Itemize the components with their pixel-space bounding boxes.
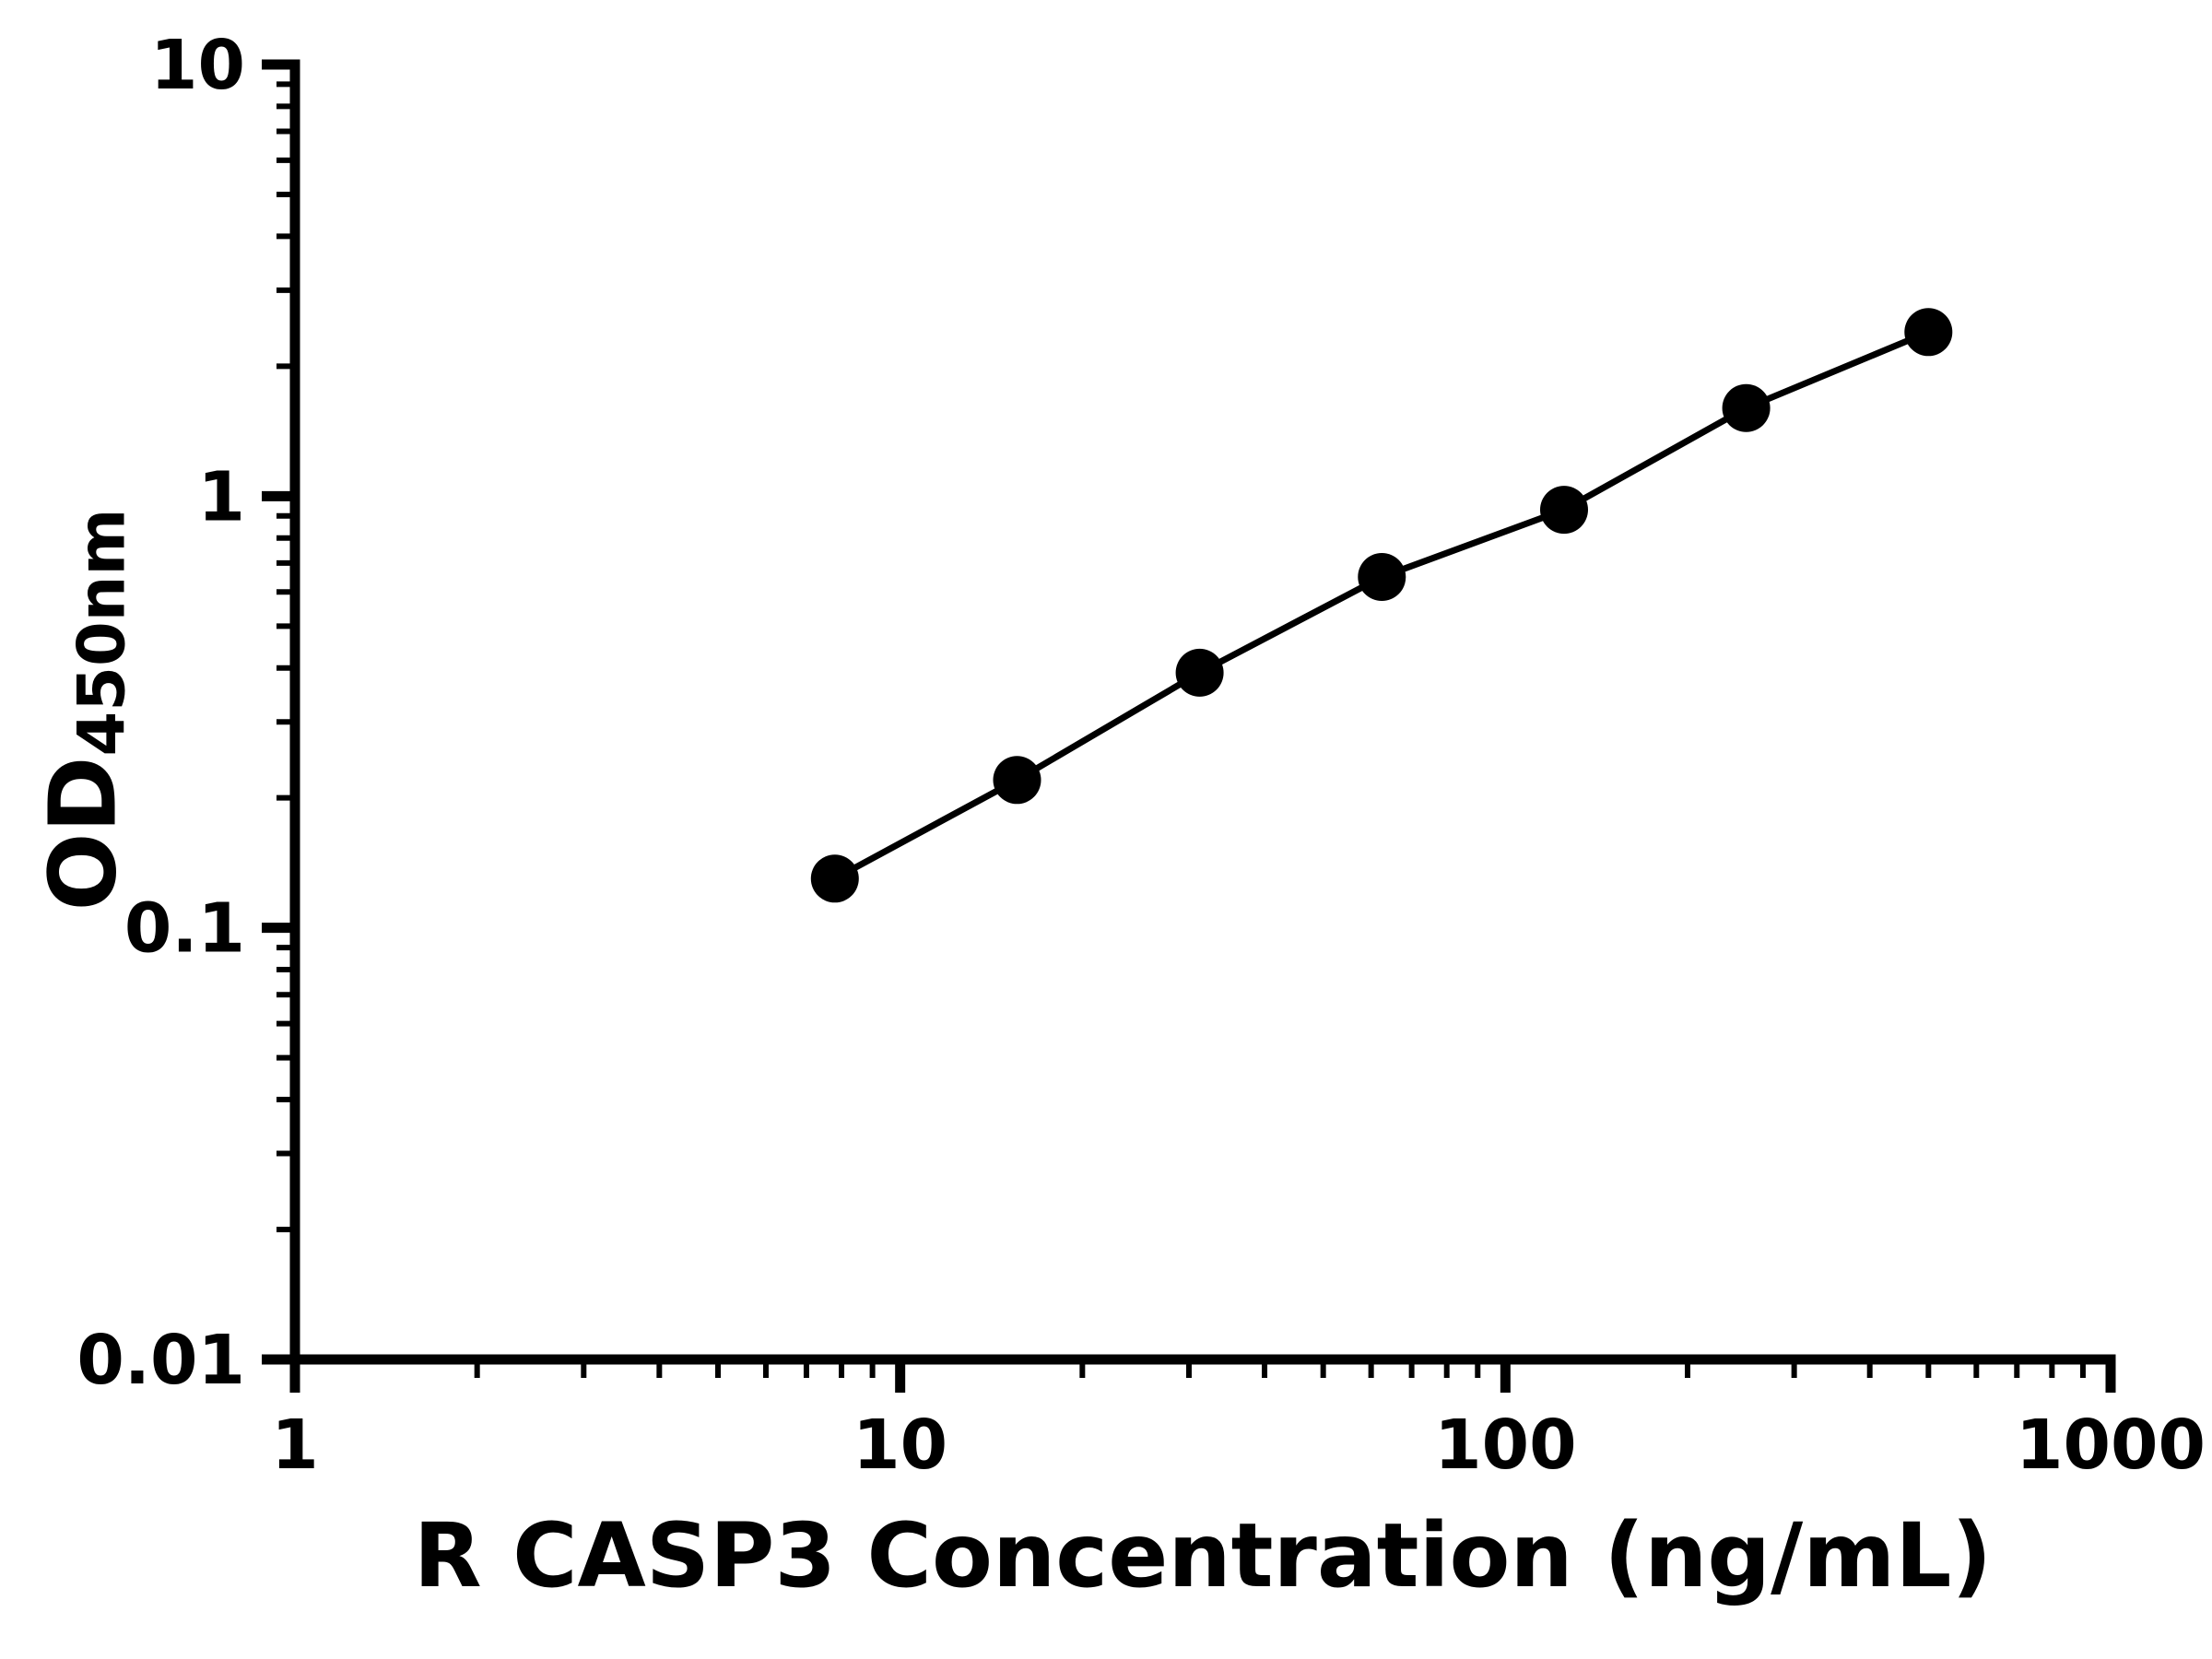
- x-axis-title: R CASP3 Concentration (ng/mL): [413, 1504, 1993, 1607]
- y-tick-label: 0.01: [76, 1321, 245, 1400]
- data-point: [810, 854, 859, 903]
- x-tick-label: 100: [1434, 1406, 1576, 1485]
- y-axis-title-subscript: 450nm: [64, 508, 140, 757]
- x-tick-label: 1000: [2016, 1406, 2206, 1485]
- y-tick-label: 10: [150, 26, 245, 105]
- data-point: [1540, 486, 1588, 535]
- data-point: [1358, 553, 1406, 601]
- x-tick-label: 1: [271, 1406, 319, 1485]
- data-point: [993, 756, 1041, 805]
- y-axis-title: OD450nm: [29, 508, 140, 912]
- x-tick-label: 10: [853, 1406, 947, 1485]
- axis-spines: [289, 59, 2116, 1365]
- y-tick-label: 1: [198, 457, 246, 536]
- data-point: [1722, 383, 1771, 432]
- y-tick-label: 0.1: [124, 889, 245, 969]
- y-axis-title-main: OD: [29, 756, 137, 912]
- data-point: [1175, 648, 1224, 697]
- data-point: [1904, 308, 1953, 357]
